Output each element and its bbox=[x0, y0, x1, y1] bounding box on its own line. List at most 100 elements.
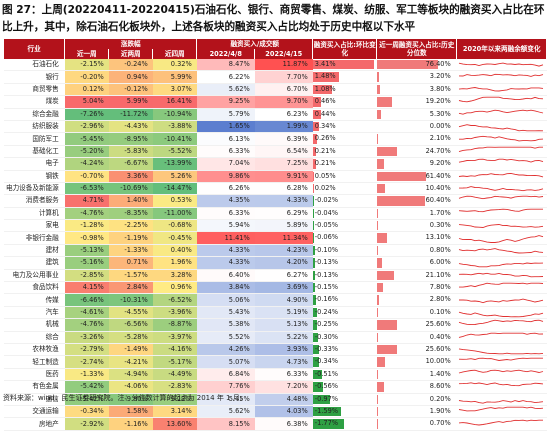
chg-value: -0.15% bbox=[315, 282, 338, 293]
sparkline-cell bbox=[457, 133, 547, 145]
change-w1: -4.76% bbox=[65, 207, 109, 219]
sparkline-cell bbox=[457, 319, 547, 331]
change-w1: -5.16% bbox=[65, 257, 109, 269]
table-row: 农林牧渔-2.79%-1.49%-4.16%4.26%3.93%-0.33%25… bbox=[4, 343, 547, 355]
industry-name: 轻工制造 bbox=[4, 356, 65, 368]
sparkline-path bbox=[459, 283, 543, 287]
pct-cell: 0.20% bbox=[377, 393, 457, 405]
ratio-r2: 3.93% bbox=[255, 343, 313, 355]
pct-cell: 10.40% bbox=[377, 182, 457, 194]
table-row: 家电-1.28%-2.25%-0.68%5.94%5.89%-0.05%0.30… bbox=[4, 220, 547, 232]
change-w1: 5.04% bbox=[65, 96, 109, 108]
balance-sparkline bbox=[457, 121, 547, 132]
industry-name: 医药 bbox=[4, 368, 65, 380]
pct-cell: 19.20% bbox=[377, 96, 457, 108]
chg-value: -0.33% bbox=[315, 344, 338, 355]
ratio-r2: 6.28% bbox=[255, 182, 313, 194]
ratio-r2: 4.48% bbox=[255, 393, 313, 405]
pct-value: 1.40% bbox=[430, 369, 451, 380]
change-w4: 0.32% bbox=[153, 59, 197, 71]
chg-value: 0.21% bbox=[315, 158, 336, 169]
sparkline-cell bbox=[457, 343, 547, 355]
header-chg: 融资买入占比:环比变化 bbox=[313, 39, 377, 59]
change-w2: -5.83% bbox=[109, 145, 153, 157]
ratio-r1: 8.47% bbox=[197, 59, 255, 71]
pct-cell: 8.60% bbox=[377, 381, 457, 393]
ratio-r1: 3.84% bbox=[197, 282, 255, 294]
change-w2: -8.35% bbox=[109, 207, 153, 219]
figure-title: 图 27：上周(20220411-20220415)石油石化、银行、商贸零售、煤… bbox=[2, 2, 548, 36]
sparkline-path bbox=[459, 249, 543, 253]
ratio-r2: 4.23% bbox=[255, 244, 313, 256]
chg-cell: -0.16% bbox=[313, 294, 377, 306]
chg-value: -0.13% bbox=[315, 270, 338, 281]
change-w4: -3.97% bbox=[153, 331, 197, 343]
table-row: 计算机-4.76%-8.35%-11.00%6.33%6.29%-0.04%1.… bbox=[4, 207, 547, 219]
sparkline-path bbox=[459, 235, 543, 242]
pct-cell: 5.30% bbox=[377, 108, 457, 120]
balance-sparkline bbox=[457, 381, 547, 392]
balance-sparkline bbox=[457, 171, 547, 182]
table-row: 银行-0.20%0.94%5.99%6.22%7.70%1.48%3.20% bbox=[4, 71, 547, 83]
sparkline-path bbox=[459, 333, 543, 337]
chg-cell: -0.10% bbox=[313, 244, 377, 256]
ratio-r1: 4.33% bbox=[197, 257, 255, 269]
pct-value: 25.60% bbox=[426, 344, 451, 355]
change-w4: 0.96% bbox=[153, 282, 197, 294]
chg-value: -0.16% bbox=[315, 294, 338, 305]
sparkline-path bbox=[459, 173, 543, 177]
pct-cell: 0.70% bbox=[377, 418, 457, 430]
balance-sparkline bbox=[457, 307, 547, 318]
pct-value: 0.10% bbox=[430, 307, 451, 318]
change-w1: -2.92% bbox=[65, 418, 109, 430]
ratio-r1: 5.62% bbox=[197, 83, 255, 95]
sparkline-path bbox=[459, 263, 543, 267]
pct-value: 10.40% bbox=[426, 183, 451, 194]
industry-name: 计算机 bbox=[4, 207, 65, 219]
sparkline-cell bbox=[457, 71, 547, 83]
pct-value: 2.10% bbox=[430, 133, 451, 144]
ratio-r1: 6.40% bbox=[197, 269, 255, 281]
pct-value: 13.10% bbox=[426, 232, 451, 243]
chg-cell: 0.02% bbox=[313, 182, 377, 194]
sparkline-cell bbox=[457, 269, 547, 281]
ratio-r2: 5.22% bbox=[255, 331, 313, 343]
header-spark: 2020年以来两融余额变化 bbox=[457, 39, 547, 59]
change-w1: -3.26% bbox=[65, 331, 109, 343]
pct-cell: 3.80% bbox=[377, 83, 457, 95]
pct-cell: 60.40% bbox=[377, 195, 457, 207]
chg-cell: -0.02% bbox=[313, 195, 377, 207]
industry-name: 建筑 bbox=[4, 257, 65, 269]
sparkline-path bbox=[459, 125, 543, 131]
chg-cell: -0.15% bbox=[313, 282, 377, 294]
pct-value: 0.80% bbox=[430, 245, 451, 256]
ratio-r1: 9.86% bbox=[197, 170, 255, 182]
ratio-r1: 5.62% bbox=[197, 405, 255, 417]
chg-cell: 1.48% bbox=[313, 71, 377, 83]
change-w1: -2.96% bbox=[65, 120, 109, 132]
pct-value: 10.00% bbox=[426, 356, 451, 367]
table-row: 综合金融-7.26%-11.72%-10.94%5.79%6.23%0.44%5… bbox=[4, 108, 547, 120]
chg-value: -0.56% bbox=[315, 381, 338, 392]
change-w2: -8.95% bbox=[109, 133, 153, 145]
pct-cell: 0.10% bbox=[377, 306, 457, 318]
change-w1: -5.42% bbox=[65, 381, 109, 393]
chg-value: 0.46% bbox=[315, 96, 336, 107]
pct-bar bbox=[377, 370, 378, 379]
pct-bar bbox=[377, 134, 379, 143]
sparkline-cell bbox=[457, 96, 547, 108]
change-w2: -4.21% bbox=[109, 356, 153, 368]
table-row: 石油石化-2.15%-0.24%0.32%8.47%11.87%3.41%76.… bbox=[4, 59, 547, 71]
change-w2: -4.06% bbox=[109, 381, 153, 393]
ratio-r2: 6.38% bbox=[255, 418, 313, 430]
header-w2: 近两周 bbox=[109, 49, 153, 59]
industry-name: 银行 bbox=[4, 71, 65, 83]
ratio-r2: 4.90% bbox=[255, 294, 313, 306]
chg-cell: -0.51% bbox=[313, 368, 377, 380]
change-w1: -2.79% bbox=[65, 343, 109, 355]
change-w1: -1.28% bbox=[65, 220, 109, 232]
pct-value: 60.40% bbox=[426, 195, 451, 206]
ratio-r2: 7.70% bbox=[255, 71, 313, 83]
